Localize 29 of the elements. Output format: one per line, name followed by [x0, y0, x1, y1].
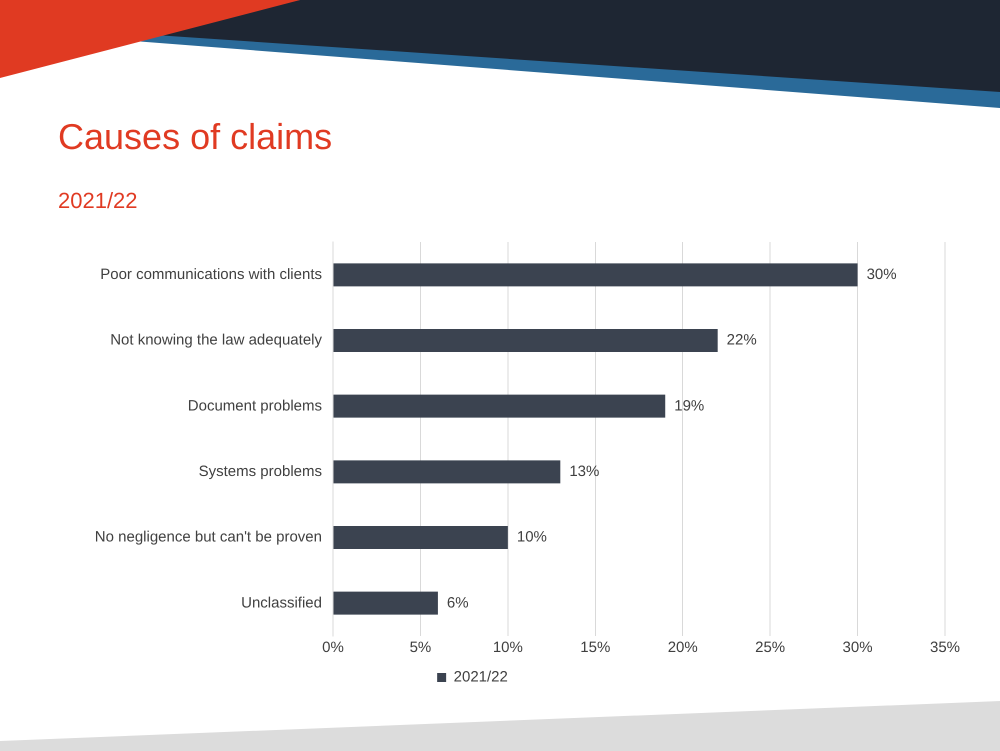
y-tick-label: Not knowing the law adequately: [110, 332, 322, 349]
data-label: 6%: [446, 594, 469, 612]
x-tick-label: 20%: [668, 639, 698, 656]
bar: [334, 394, 666, 418]
data-label: 30%: [866, 266, 897, 283]
y-tick-label: Document problems: [188, 397, 322, 414]
data-label: 19%: [674, 397, 704, 414]
x-tick-label: 35%: [930, 639, 960, 656]
bar: [334, 263, 858, 286]
y-tick-label: Systems problems: [198, 462, 322, 480]
y-tick-label: Poor communications with clients: [100, 266, 322, 283]
x-tick-label: 30%: [842, 639, 873, 656]
x-tick-label: 5%: [410, 639, 432, 656]
data-label: 13%: [569, 462, 600, 480]
x-tick-label: 10%: [492, 639, 523, 656]
x-tick-label: 0%: [322, 639, 344, 656]
text: 2021/22: [58, 188, 138, 214]
bar: [334, 592, 438, 615]
x-tick-label: 25%: [755, 639, 786, 656]
data-label: 22%: [726, 332, 757, 349]
y-tick-label: No negligence but can't be proven: [94, 528, 322, 546]
chart-title: Causes of claims: [58, 116, 332, 158]
bar: [334, 329, 718, 352]
x-tick-label: 15%: [580, 639, 610, 656]
bar: [334, 460, 560, 484]
data-label: 10%: [516, 528, 547, 546]
bar: [334, 526, 508, 549]
y-tick-label: Unclassified: [241, 594, 322, 612]
legend-label: 2021/22: [454, 668, 508, 686]
